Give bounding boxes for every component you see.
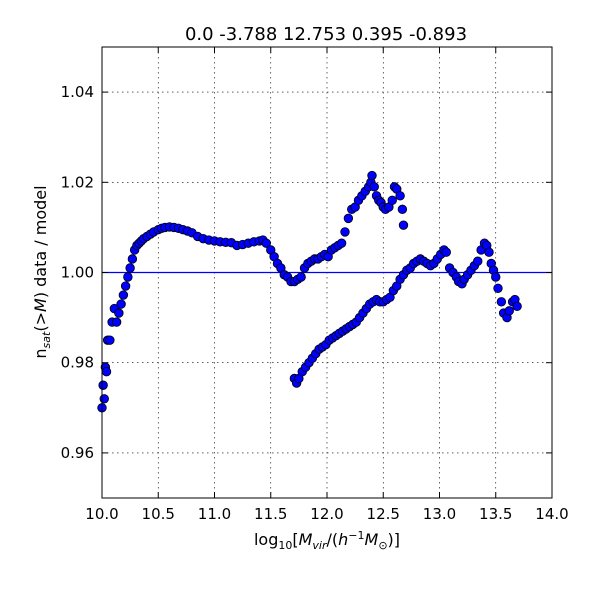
- y-tick-label: 1.00: [61, 264, 94, 282]
- data-point: [387, 195, 397, 206]
- data-point: [127, 254, 138, 264]
- x-tick-label: 11.0: [198, 505, 231, 523]
- y-axis-label-text: nsat(>M) data / model: [31, 185, 53, 358]
- data-point: [512, 301, 522, 312]
- data-point: [496, 297, 507, 307]
- data-point: [118, 290, 129, 300]
- data-point: [398, 220, 409, 230]
- y-tick-label: 1.04: [61, 83, 94, 101]
- data-point: [493, 283, 503, 293]
- data-point: [441, 247, 451, 257]
- y-tick-label: 0.96: [61, 444, 94, 462]
- data-point: [99, 394, 109, 404]
- data-point: [367, 170, 377, 181]
- y-axis-label: nsat(>M) data / model: [31, 185, 53, 358]
- x-tick-label: 12.5: [367, 505, 400, 523]
- data-point: [114, 308, 124, 318]
- data-points: [97, 170, 522, 413]
- y-tick-label: 1.02: [61, 173, 94, 191]
- chart-title: 0.0 -3.788 12.753 0.395 -0.893: [185, 24, 467, 45]
- x-tick-label: 11.5: [254, 505, 287, 523]
- axis-ticks: 10.0 10.5 11.0 11.5 12.0 12.5 13.0 13.5 14.0 0.96…: [61, 47, 569, 523]
- data-point: [101, 367, 112, 377]
- x-axis-label-text: log10[Mvir/(h−1M⊙)]: [254, 529, 400, 552]
- data-point: [369, 182, 379, 192]
- data-point: [504, 306, 514, 316]
- data-point: [125, 263, 135, 273]
- x-tick-label: 13.0: [423, 505, 456, 523]
- plot-frame: [101, 46, 553, 499]
- data-point: [296, 272, 306, 282]
- x-axis-label: log10[Mvir/(h−1M⊙)]: [254, 529, 400, 552]
- data-point: [343, 213, 354, 224]
- data-point: [116, 299, 126, 309]
- data-point: [397, 204, 408, 215]
- x-tick-label: 10.5: [142, 505, 175, 523]
- data-point: [395, 191, 405, 201]
- data-point: [105, 335, 115, 345]
- x-tick-label: 13.5: [479, 505, 512, 523]
- data-point: [340, 227, 350, 237]
- data-point: [120, 281, 131, 291]
- x-tick-label: 10.0: [85, 505, 118, 523]
- data-point: [491, 272, 501, 282]
- x-tick-label: 14.0: [535, 505, 568, 523]
- y-tick-label: 0.98: [61, 354, 94, 372]
- data-point: [484, 247, 494, 257]
- data-point: [98, 380, 108, 390]
- data-point: [261, 238, 271, 248]
- data-point: [336, 238, 347, 248]
- data-point: [123, 272, 133, 282]
- x-tick-label: 12.0: [310, 505, 343, 523]
- data-point: [111, 317, 122, 327]
- data-point: [473, 256, 483, 266]
